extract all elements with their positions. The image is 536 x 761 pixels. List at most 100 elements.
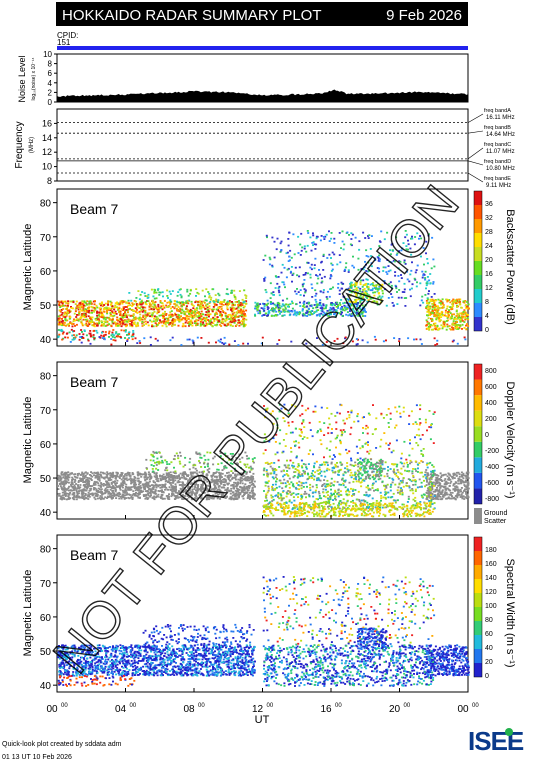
scatter-cell xyxy=(277,287,280,290)
scatter-cell xyxy=(363,309,366,312)
scatter-cell xyxy=(73,473,76,476)
scatter-cell xyxy=(96,497,99,500)
scatter-cell xyxy=(79,479,82,481)
scatter-cell xyxy=(309,314,312,316)
scatter-cell xyxy=(98,336,101,338)
scatter-cell xyxy=(438,317,441,319)
scatter-cell xyxy=(355,293,358,295)
scatter-cell xyxy=(63,482,66,485)
scatter-cell xyxy=(340,281,343,284)
scatter-cell xyxy=(196,479,199,482)
scatter-cell xyxy=(426,262,429,265)
scatter-cell xyxy=(353,303,356,306)
scatter-cell xyxy=(131,496,134,499)
scatter-cell xyxy=(240,472,242,475)
scatter-cell xyxy=(235,311,238,314)
scatter-cell xyxy=(155,291,158,294)
scatter-cell xyxy=(109,314,112,317)
scatter-cell xyxy=(407,337,410,340)
scatter-cell xyxy=(243,314,246,316)
scatter-cell xyxy=(286,297,289,300)
scatter-cell xyxy=(112,334,115,337)
scatter-cell xyxy=(185,302,188,305)
scatter-cell xyxy=(350,303,353,306)
scatter-cell xyxy=(95,319,98,321)
scatter-cell xyxy=(337,306,339,308)
scatter-cell xyxy=(402,242,405,244)
scatter-cell xyxy=(209,298,212,301)
scatter-cell xyxy=(60,482,63,485)
scatter-cell xyxy=(228,474,231,477)
scatter-cell xyxy=(208,320,211,323)
scatter-cell xyxy=(253,485,256,488)
scatter-cell xyxy=(441,313,444,316)
scatter-cell xyxy=(241,495,244,498)
scatter-cell xyxy=(97,472,100,475)
scatter-cell xyxy=(375,287,378,289)
scatter-cell xyxy=(127,311,129,314)
cpid-bar xyxy=(57,46,468,50)
scatter-cell xyxy=(139,293,142,296)
scatter-cell xyxy=(136,304,138,306)
scatter-cell xyxy=(292,313,295,316)
noise-ylabel-sub: log₁₀(noise) x 10⁻¹⁴ xyxy=(31,57,37,100)
scatter-cell xyxy=(245,297,248,299)
scatter-cell xyxy=(385,304,388,307)
scatter-cell xyxy=(87,308,90,310)
scatter-cell xyxy=(177,315,180,318)
scatter-cell xyxy=(119,488,122,491)
scatter-cell xyxy=(60,323,63,325)
scatter-cell xyxy=(211,310,214,313)
scatter-cell xyxy=(124,323,127,326)
scatter-cell xyxy=(436,307,439,310)
scatter-cell xyxy=(426,320,429,323)
scatter-cell xyxy=(356,309,359,312)
scatter-cell xyxy=(66,319,69,322)
scatter-cell xyxy=(436,314,438,317)
scatter-cell xyxy=(144,471,147,474)
scatter-cell xyxy=(280,271,283,274)
scatter-cell xyxy=(386,259,389,261)
scatter-cell xyxy=(376,303,379,306)
scatter-cell xyxy=(90,471,93,473)
scatter-cell xyxy=(117,333,119,336)
scatter-cell xyxy=(244,479,247,481)
scatter-cell xyxy=(415,269,418,271)
scatter-cell xyxy=(280,305,283,308)
scatter-cell xyxy=(391,302,394,304)
scatter-cell xyxy=(345,262,348,265)
scatter-cell xyxy=(427,306,430,309)
scatter-cell xyxy=(410,253,413,256)
scatter-cell xyxy=(60,320,63,323)
scatter-cell xyxy=(183,301,186,304)
scatter-cell xyxy=(129,304,132,306)
scatter-cell xyxy=(378,258,381,261)
scatter-cell xyxy=(407,239,409,242)
scatter-cell xyxy=(239,492,242,494)
scatter-cell xyxy=(208,305,211,308)
scatter-cell xyxy=(238,309,241,312)
scatter-cell xyxy=(124,310,127,312)
scatter-cell xyxy=(238,324,241,327)
scatter-cell xyxy=(132,314,135,316)
scatter-cell xyxy=(288,259,291,262)
scatter-cell xyxy=(251,487,254,490)
scatter-cell xyxy=(124,313,126,316)
scatter-cell xyxy=(77,481,80,483)
scatter-cell xyxy=(192,312,195,314)
scatter-cell xyxy=(144,494,147,496)
scatter-cell xyxy=(365,290,368,293)
scatter-cell xyxy=(315,274,318,276)
scatter-cell xyxy=(242,320,245,322)
scatter-cell xyxy=(88,309,91,312)
scatter-cell xyxy=(299,254,302,256)
scatter-cell xyxy=(63,480,66,482)
scatter-cell xyxy=(247,495,250,498)
scatter-cell xyxy=(63,483,66,486)
scatter-cell xyxy=(125,489,128,492)
scatter-cell xyxy=(434,307,437,310)
scatter-cell xyxy=(459,312,462,315)
scatter-cell xyxy=(82,473,85,476)
scatter-cell xyxy=(259,312,262,315)
scatter-cell xyxy=(102,323,105,326)
